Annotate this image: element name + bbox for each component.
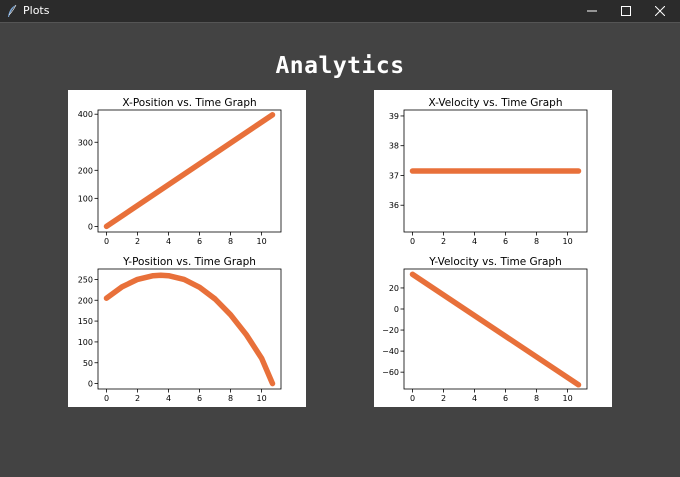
y-position-axes-frame [97,268,282,390]
y-position-x-tick-label: 10 [257,394,267,403]
y-position-y-tick-label: 150 [78,317,93,326]
y-position-y-tick-label: 0 [88,380,93,389]
y-velocity-plot: Y-Velocity vs. Time Graph 0 2 4 6 8 10 −60 −40 −2… [382,256,588,403]
y-position-y-tick-label: 200 [78,296,93,305]
y-velocity-y-tick-label: −40 [382,347,399,356]
y-velocity-x-tick-label: 8 [534,394,539,403]
y-position-title: Y-Position vs. Time Graph [122,256,256,268]
y-position-x-tick-label: 8 [228,394,233,403]
y-position-y-tick-label: 50 [83,359,93,368]
x-position-x-tick-label: 2 [135,237,140,246]
y-velocity-series-line [409,271,582,388]
x-velocity-x-tick-label: 0 [410,237,415,246]
y-position-x-tick-label: 6 [197,394,202,403]
y-position-y-tick-label: 250 [78,275,93,284]
x-position-y-tick-label: 300 [78,138,93,147]
y-position-series-line [103,272,276,387]
window-title: Plots [23,4,50,17]
figure-right-canvas: X-Velocity vs. Time Graph 0 2 4 6 8 10 36 37 38 39… [382,97,588,403]
y-velocity-x-tick-label: 2 [441,394,446,403]
x-position-axes-frame [97,109,282,233]
x-velocity-plot: X-Velocity vs. Time Graph 0 2 4 6 8 10 36 37 38 39 [389,97,588,246]
close-button[interactable] [643,0,677,22]
y-position-x-tick-label: 4 [166,394,171,403]
y-velocity-y-tick-label: 20 [389,284,399,293]
y-velocity-y-tick-label: −20 [382,326,399,335]
x-position-y-tick-label: 100 [78,194,93,203]
figure-right: X-Velocity vs. Time Graph 0 2 4 6 8 10 36 37 38 39… [374,90,612,407]
y-velocity-x-tick-label: 10 [563,394,573,403]
minimize-button[interactable] [575,0,609,22]
x-position-x-tick-label: 8 [228,237,233,246]
x-velocity-y-tick-label: 39 [389,112,399,121]
y-velocity-x-tick-label: 4 [472,394,477,403]
x-velocity-x-tick-label: 8 [534,237,539,246]
y-velocity-y-tick-label: 0 [394,305,399,314]
close-icon [655,6,665,16]
y-position-x-tick-label: 2 [135,394,140,403]
y-velocity-axes-frame [403,268,588,390]
y-velocity-title: Y-Velocity vs. Time Graph [428,256,561,268]
x-position-x-tick-label: 6 [197,237,202,246]
y-velocity-x-tick-label: 0 [410,394,415,403]
y-position-x-tick-label: 0 [104,394,109,403]
maximize-icon [621,6,631,16]
x-position-series-line [103,112,276,230]
x-position-y-tick-label: 0 [88,222,93,231]
x-velocity-x-tick-label: 10 [563,237,573,246]
y-position-y-tick-label: 100 [78,338,93,347]
x-position-y-tick-label: 200 [78,166,93,175]
x-velocity-x-tick-label: 2 [441,237,446,246]
x-position-y-tick-label: 400 [78,110,93,119]
x-velocity-y-tick-label: 37 [389,171,399,180]
x-position-x-tick-label: 0 [104,237,109,246]
x-position-x-tick-label: 4 [166,237,171,246]
x-velocity-y-tick-label: 36 [389,201,399,210]
window-titlebar[interactable]: Plots [0,0,680,23]
y-velocity-y-tick-label: −60 [382,368,399,377]
x-velocity-x-tick-label: 4 [472,237,477,246]
x-velocity-axes-frame [403,109,588,233]
figure-left: X-Position vs. Time Graph 0 2 4 6 8 10 0 100 200 3… [68,90,306,407]
page-title: Analytics [275,53,405,79]
x-velocity-title: X-Velocity vs. Time Graph [429,97,563,109]
x-position-title: X-Position vs. Time Graph [122,97,256,109]
y-velocity-x-tick-label: 6 [503,394,508,403]
x-velocity-x-tick-label: 6 [503,237,508,246]
x-position-x-tick-label: 10 [257,237,267,246]
maximize-button[interactable] [609,0,643,22]
feather-icon [8,4,17,17]
x-velocity-y-tick-label: 38 [389,142,399,151]
minimize-icon [587,10,597,12]
